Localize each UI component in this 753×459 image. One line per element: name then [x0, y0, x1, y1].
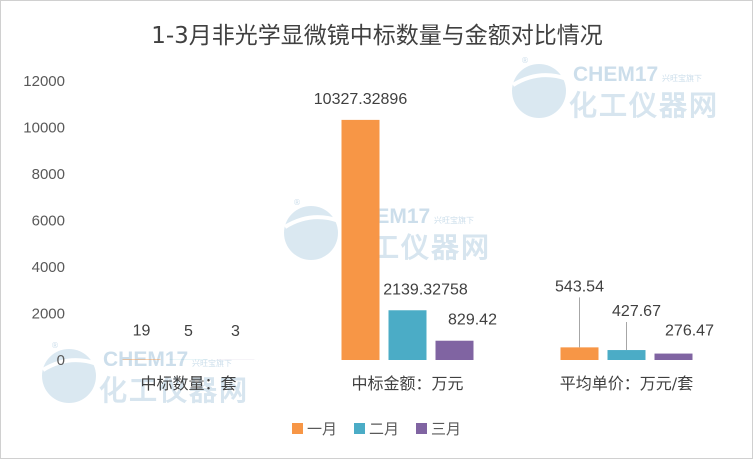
watermark-registered: ®: [51, 341, 59, 350]
legend-item: 二月: [354, 420, 399, 438]
globe-swoosh: [511, 73, 568, 87]
data-label-3-1: 543.54: [555, 278, 604, 295]
bar-2-2: [388, 310, 427, 360]
y-tick-label: 4000: [32, 259, 65, 276]
x-category-label: 中标数量：套: [140, 374, 236, 393]
legend-label: 二月: [369, 420, 399, 438]
globe-logo-icon: [512, 64, 566, 118]
data-label-2-1: 10327.32896: [314, 91, 408, 108]
watermark-name: 化工仪器网: [569, 89, 719, 122]
chart-title: 1-3月非光学显微镜中标数量与金额对比情况: [151, 23, 603, 49]
watermark-brand: CHEM17: [103, 348, 188, 371]
y-tick-label: 12000: [23, 73, 65, 90]
bar-2-3: [435, 340, 474, 360]
y-tick-label: 10000: [23, 120, 65, 137]
watermark-registered: ®: [293, 198, 301, 207]
data-label-1-3: 3: [231, 323, 240, 340]
legend-swatch: [416, 423, 427, 434]
y-axis: 0 2000 4000 6000 8000 10000 12000: [23, 73, 65, 369]
watermark: CHEM17 兴旺宝旗下®化工仪器网: [283, 198, 489, 264]
bar-3-2: [607, 350, 646, 360]
data-label-3-2: 427.67: [612, 303, 661, 320]
data-label-3-3: 276.47: [665, 323, 714, 340]
watermark-brand: CHEM17: [573, 63, 658, 86]
watermark-slogan: 兴旺宝旗下: [192, 358, 232, 368]
legend-item: 三月: [416, 420, 461, 438]
y-tick-label: 8000: [32, 166, 65, 183]
legend: 一月 二月 三月: [292, 420, 461, 438]
bar-3-3: [654, 353, 693, 360]
y-tick-label: 6000: [32, 213, 65, 230]
watermark-name: 化工仪器网: [99, 374, 249, 407]
legend-item: 一月: [292, 420, 337, 438]
y-tick-label: 0: [57, 352, 65, 369]
watermark: CHEM17 兴旺宝旗下 ® 化工仪器网: [511, 56, 719, 122]
data-label-1-2: 5: [184, 323, 193, 340]
globe-swoosh: [41, 358, 98, 372]
watermark-slogan: 兴旺宝旗下: [662, 73, 702, 83]
legend-label: 一月: [307, 420, 337, 438]
x-category-label: 平均单价：万元/套: [560, 374, 693, 393]
y-tick-label: 2000: [32, 306, 65, 323]
data-label-1-1: 19: [133, 323, 151, 340]
data-label-2-2: 2139.32758: [383, 281, 468, 298]
watermark-registered: ®: [521, 56, 529, 65]
x-axis: 中标数量：套 中标金额：万元 平均单价：万元/套: [140, 374, 693, 393]
bar-3-1: [560, 347, 599, 360]
legend-label: 三月: [431, 420, 461, 438]
globe-swoosh: [283, 215, 340, 229]
legend-swatch: [292, 423, 303, 434]
x-category-label: 中标金额：万元: [351, 374, 463, 393]
legend-swatch: [354, 423, 365, 434]
globe-logo-icon: [284, 206, 338, 260]
watermark-slogan: 兴旺宝旗下: [434, 215, 474, 225]
bar-2-1: [341, 119, 380, 360]
globe-logo-icon: [42, 349, 96, 403]
bars: 19 5 3 10327.32896 2139.32758 829.42 543.54 427…: [122, 91, 714, 360]
data-label-2-3: 829.42: [448, 312, 497, 329]
watermark: CHEM17 兴旺宝旗下 ® 化工仪器网: [41, 341, 249, 407]
